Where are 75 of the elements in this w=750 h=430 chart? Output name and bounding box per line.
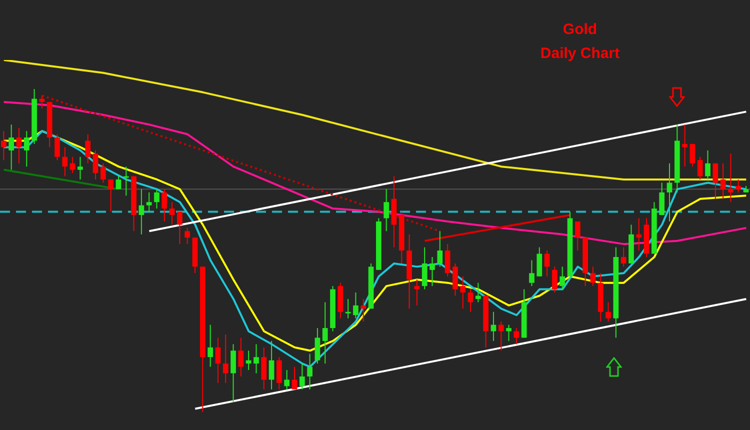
candlestick <box>100 162 106 184</box>
candlestick <box>345 298 351 319</box>
candlestick <box>666 162 672 222</box>
candlestick <box>437 230 443 268</box>
candlestick <box>169 202 175 226</box>
candlestick <box>705 150 710 180</box>
candlestick <box>184 227 190 245</box>
candlestick <box>712 162 718 200</box>
candlestick <box>460 276 466 310</box>
candlestick <box>284 370 290 390</box>
candlestick <box>468 288 474 312</box>
candlestick <box>1 130 6 161</box>
candlestick <box>8 124 14 170</box>
candlestick <box>490 311 496 342</box>
candlestick <box>620 246 626 268</box>
candlestick <box>682 124 688 168</box>
candlestick <box>138 188 144 235</box>
candlestick <box>322 302 328 364</box>
candlestick <box>544 250 550 277</box>
candlestick <box>268 340 274 390</box>
candlestick <box>606 302 611 322</box>
candlestick <box>590 266 596 287</box>
candlestick <box>430 256 435 287</box>
candlestick <box>475 282 481 303</box>
candlestick <box>444 244 450 277</box>
candlestick <box>299 363 305 390</box>
candlestick <box>116 176 122 190</box>
candlestick <box>314 328 320 364</box>
candlestick <box>659 182 665 216</box>
candlestick <box>54 134 60 161</box>
candlestick <box>208 324 213 368</box>
candlestick <box>276 356 282 390</box>
candlestick <box>498 321 504 352</box>
candlestick <box>697 156 703 180</box>
candlestick <box>384 188 390 232</box>
candlestick <box>536 246 542 277</box>
candlestick <box>123 166 129 196</box>
candlestick <box>85 134 91 164</box>
candlestick <box>414 279 420 306</box>
candlestick <box>292 366 298 390</box>
candlestick <box>728 153 734 203</box>
candlestick <box>78 156 83 180</box>
candlestick <box>452 262 458 296</box>
chart-subtitle: Daily Chart <box>539 44 621 64</box>
candlestick <box>307 353 312 390</box>
candlestick <box>360 298 366 322</box>
candlestick <box>560 266 566 290</box>
candlestick <box>92 150 98 180</box>
candlestick <box>246 350 252 371</box>
candlestick <box>238 337 244 377</box>
candlestick <box>62 146 68 177</box>
candlestick <box>146 192 152 212</box>
candlestick <box>70 156 76 174</box>
candlestick <box>690 143 696 168</box>
candlestick <box>529 260 534 287</box>
candlestick <box>574 220 580 252</box>
candlestick <box>261 346 267 390</box>
chart-title: Gold <box>562 20 598 40</box>
candlestick <box>108 178 114 212</box>
candlestick <box>353 292 358 319</box>
candlestick <box>154 188 160 210</box>
candlestick <box>24 130 30 168</box>
candlestick <box>177 211 182 245</box>
candlestick <box>720 162 726 200</box>
candlestick <box>636 218 642 252</box>
candlestick <box>422 246 428 290</box>
candlestick <box>215 337 221 384</box>
candlestick <box>162 188 168 222</box>
candlestick <box>736 178 742 193</box>
candlestick <box>254 344 259 374</box>
candlestick <box>230 344 236 403</box>
candlestick <box>552 266 558 294</box>
candlestick <box>16 127 22 164</box>
candlestick <box>222 334 228 384</box>
candlestick <box>506 324 512 342</box>
